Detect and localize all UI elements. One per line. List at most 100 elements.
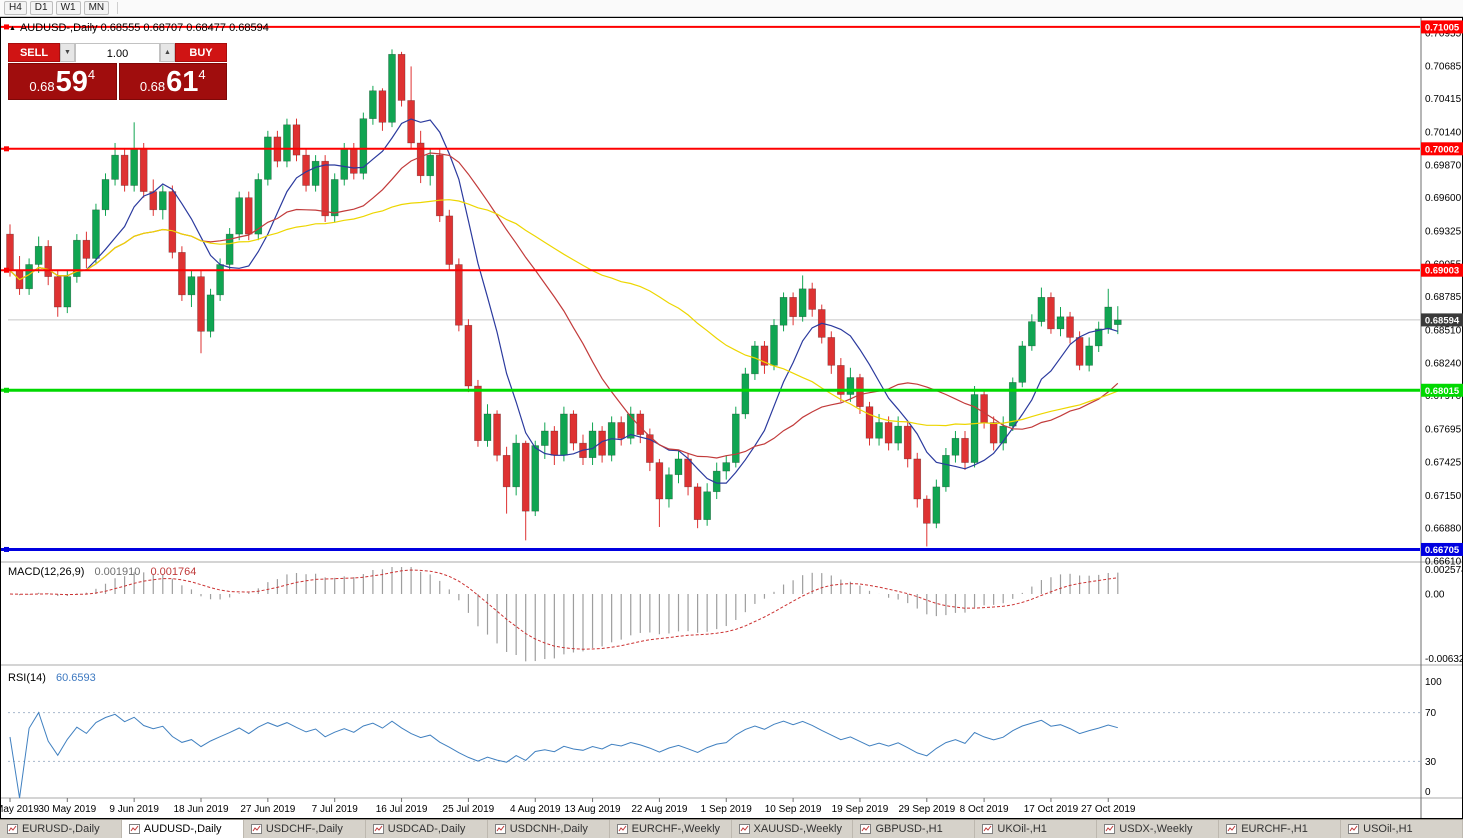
macd-axis-label: 0.00 (1425, 590, 1445, 601)
candle-body (44, 245, 53, 277)
candle-body (751, 345, 759, 375)
candle-body (73, 239, 81, 277)
candle-body (827, 337, 836, 366)
rsi-line[interactable] (9, 711, 1118, 799)
candle-body (722, 462, 731, 472)
rsi-value: 60.6593 (55, 672, 96, 684)
candle-body (178, 252, 186, 296)
candle-body (493, 413, 501, 456)
volume-field-wrap (75, 43, 160, 63)
candle-body (665, 474, 673, 500)
candle-body (82, 239, 91, 259)
buy-price-sup: 4 (198, 67, 206, 82)
price-axis-label: 0.66880 (1425, 524, 1462, 535)
volume-decrease-button[interactable]: ▼ (60, 43, 75, 62)
date-axis-label: 30 May 2019 (38, 804, 96, 815)
volume-input[interactable] (76, 45, 159, 63)
line-anchor-marker[interactable] (4, 387, 9, 393)
sell-price-button[interactable]: 0.68 59 4 (8, 63, 117, 100)
candle-body (598, 430, 606, 456)
candle-body (92, 209, 100, 259)
chart-tab-label: USDCAD-,Daily (387, 823, 466, 835)
candle-body (139, 148, 148, 192)
chart-tab-eurusd-daily[interactable]: EURUSD-,Daily (0, 820, 122, 838)
candle-body (130, 148, 138, 186)
ma-slow-line[interactable] (9, 199, 1119, 427)
chart-tab-usdcad-daily[interactable]: USDCAD-,Daily (366, 820, 488, 838)
chart-tab-usoil-h1[interactable]: USOil-,H1 (1341, 820, 1463, 838)
line-anchor-marker[interactable] (4, 24, 9, 30)
line-anchor-marker[interactable] (4, 267, 9, 273)
chart-tab-eurchf-weekly[interactable]: EURCHF-,Weekly (610, 820, 732, 838)
macd-signal-line[interactable] (9, 569, 1118, 650)
chart-tab-usdchf-daily[interactable]: USDCHF-,Daily (244, 820, 366, 838)
candle-body (397, 53, 406, 101)
macd-name: MACD(12,26,9) (8, 566, 85, 578)
candle-body (903, 425, 912, 460)
candle-body (884, 422, 893, 444)
rsi-name: RSI(14) (8, 672, 46, 684)
candle-body (550, 430, 559, 456)
one-click-toggle-icon[interactable]: ▲ (9, 24, 16, 32)
chart-tab-icon (128, 824, 140, 834)
candle-body (731, 413, 740, 463)
line-anchor-marker[interactable] (4, 146, 9, 152)
chart-tab-icon (616, 824, 628, 834)
date-axis-label: 21 May 2019 (0, 804, 39, 815)
chart-tab-label: USDCNH-,Daily (509, 823, 588, 835)
candle-body (1114, 319, 1122, 325)
candle-body (693, 486, 702, 520)
candle-body (244, 197, 253, 235)
date-axis-label: 29 Sep 2019 (898, 804, 955, 815)
sell-button[interactable]: SELL (8, 43, 60, 62)
buy-price-big: 61 (166, 66, 199, 98)
ma-fast-line[interactable] (9, 118, 1118, 484)
candle-body (999, 425, 1008, 444)
date-axis-label: 10 Sep 2019 (765, 804, 822, 815)
chart-tab-icon (250, 824, 262, 834)
line-anchor-marker[interactable] (4, 546, 9, 552)
period-button-h4[interactable]: H4 (4, 1, 27, 15)
chart-tab-usdcnh-daily[interactable]: USDCNH-,Daily (488, 820, 610, 838)
candle-body (264, 136, 272, 180)
chart-tab-audusd-daily[interactable]: AUDUSD-,Daily (121, 820, 244, 838)
chart-tab-xauusd-weekly[interactable]: XAUUSD-,Weekly (732, 820, 854, 838)
price-axis-label: 0.70415 (1425, 94, 1462, 105)
chart-tab-label: GBPUSD-,H1 (875, 823, 943, 835)
candle-body (655, 462, 664, 500)
chart-tab-icon (1104, 824, 1116, 834)
chart-window[interactable]: 0.70955 0.70685 0.70415 0.70140 0.69870 0.696… (0, 17, 1463, 819)
period-button-mn[interactable]: MN (83, 1, 110, 15)
date-axis-label: 13 Aug 2019 (564, 804, 621, 815)
date-axis-label: 22 Aug 2019 (631, 804, 688, 815)
buy-button[interactable]: BUY (175, 43, 227, 62)
volume-increase-button[interactable]: ▲ (160, 43, 175, 62)
period-button-d1[interactable]: D1 (29, 1, 53, 15)
chart-tab-ukoil-h1[interactable]: UKOil-,H1 (975, 820, 1098, 838)
price-axis-label: 0.67425 (1425, 457, 1462, 468)
candle-body (483, 413, 492, 441)
candle-body (760, 345, 769, 366)
buy-price-button[interactable]: 0.68 61 4 (118, 63, 227, 100)
candle-body (1018, 345, 1027, 383)
macd-axis-label: 0.002574 (1425, 565, 1463, 576)
chart-tab-label: EURCHF-,Weekly (631, 823, 721, 835)
candle-body (703, 491, 711, 520)
chart-tab-gbpusd-h1[interactable]: GBPUSD-,H1 (853, 820, 976, 838)
candle-body (292, 124, 301, 156)
price-badge-text: 0.69003 (1425, 266, 1459, 277)
chart-tab-icon (860, 824, 872, 834)
chart-tab-usdx-weekly[interactable]: USDX-,Weekly (1097, 820, 1220, 838)
price-axis-label: 0.68510 (1425, 326, 1462, 337)
candle-body (149, 191, 158, 211)
candle-body (626, 413, 635, 439)
date-axis-label: 9 Jun 2019 (109, 804, 159, 815)
period-button-w1[interactable]: W1 (55, 1, 81, 15)
candle-body (636, 413, 645, 435)
candle-body (856, 377, 864, 407)
candle-body (617, 422, 626, 439)
chart-tab-eurchf-h1[interactable]: EURCHF-,H1 (1219, 820, 1342, 838)
candle-body (187, 276, 196, 296)
candle-body (961, 437, 969, 463)
price-chart-canvas[interactable]: 0.70955 0.70685 0.70415 0.70140 0.69870 0.696… (0, 17, 1463, 819)
